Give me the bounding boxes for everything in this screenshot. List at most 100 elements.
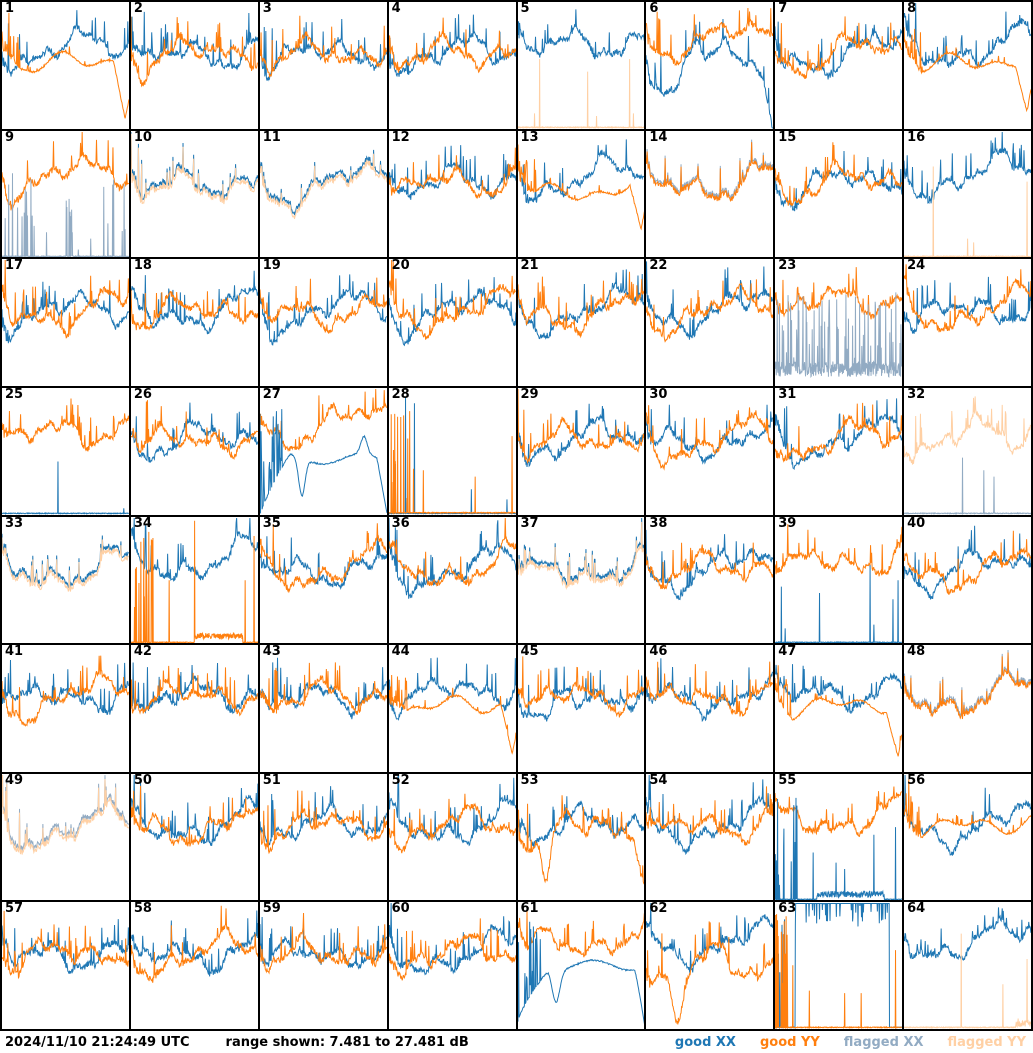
spectrum-panel-5[interactable]: 5 — [517, 2, 645, 129]
panel-number: 32 — [907, 387, 926, 402]
spectrum-panel-61[interactable]: 61 — [517, 902, 645, 1029]
spectrum-plot — [260, 902, 387, 1029]
panel-number: 16 — [907, 130, 926, 145]
good-xx-trace — [646, 19, 773, 128]
spectrum-panel-45[interactable]: 45 — [517, 645, 645, 772]
good-xx-trace — [904, 525, 1031, 599]
spectrum-plot — [904, 2, 1031, 129]
good-xx-trace — [131, 402, 258, 462]
panel-number: 49 — [5, 773, 24, 788]
spectrum-panel-8[interactable]: 8 — [904, 2, 1031, 129]
spectrum-panel-52[interactable]: 52 — [388, 773, 516, 901]
spectrum-plot — [775, 645, 902, 772]
spectrum-panel-47[interactable]: 47 — [775, 645, 903, 772]
spectrum-panel-7[interactable]: 7 — [775, 2, 903, 129]
spectrum-panel-26[interactable]: 26 — [130, 387, 258, 515]
panel-number: 55 — [778, 773, 797, 788]
spectrum-panel-56[interactable]: 56 — [904, 773, 1031, 901]
spectrum-panel-54[interactable]: 54 — [646, 773, 774, 901]
spectrum-panel-34[interactable]: 34 — [130, 516, 258, 644]
good-xx-trace — [518, 9, 645, 58]
spectrum-panel-32[interactable]: 32 — [904, 387, 1031, 515]
spectrum-plot — [260, 259, 387, 386]
spectrum-panel-64[interactable]: 64 — [904, 902, 1031, 1029]
spectrum-panel-35[interactable]: 35 — [259, 516, 387, 644]
spectrum-panel-12[interactable]: 12 — [388, 130, 516, 258]
panel-number: 24 — [907, 259, 926, 274]
spectra-panel-grid: 1 2 3 4 5 6 7 8 9 10 11 12 13 14 15 16 17 18 19 20 21 22 23 24 2… — [0, 0, 1033, 1031]
spectrum-panel-31[interactable]: 31 — [775, 387, 903, 515]
spectrum-panel-42[interactable]: 42 — [130, 645, 258, 772]
spectrum-panel-49[interactable]: 49 — [2, 773, 129, 901]
spectrum-panel-6[interactable]: 6 — [646, 2, 774, 129]
spectrum-panel-13[interactable]: 13 — [517, 130, 645, 258]
spectrum-panel-16[interactable]: 16 — [904, 130, 1031, 258]
spectrum-panel-28[interactable]: 28 — [388, 387, 516, 515]
panel-number: 30 — [649, 387, 668, 402]
flagged-xx-trace — [904, 650, 1031, 717]
good-xx-trace — [389, 903, 516, 974]
spectrum-panel-21[interactable]: 21 — [517, 259, 645, 386]
spectrum-panel-23[interactable]: 23 — [775, 259, 903, 386]
spectrum-panel-25[interactable]: 25 — [2, 387, 129, 515]
spectrum-panel-19[interactable]: 19 — [259, 259, 387, 386]
good-xx-trace — [775, 22, 902, 80]
spectrum-panel-55[interactable]: 55 — [775, 773, 903, 901]
spectrum-panel-1[interactable]: 1 — [2, 2, 129, 129]
spectrum-panel-30[interactable]: 30 — [646, 387, 774, 515]
spectrum-panel-11[interactable]: 11 — [259, 130, 387, 258]
good-yy-trace — [646, 280, 773, 342]
spectrum-panel-20[interactable]: 20 — [388, 259, 516, 386]
spectrum-panel-41[interactable]: 41 — [2, 645, 129, 772]
good-yy-trace — [389, 518, 516, 586]
spectrum-plot — [260, 2, 387, 129]
spectrum-panel-46[interactable]: 46 — [646, 645, 774, 772]
timestamp: 2024/11/10 21:24:49 UTC — [5, 1034, 190, 1050]
spectrum-panel-59[interactable]: 59 — [259, 902, 387, 1029]
spectrum-panel-33[interactable]: 33 — [2, 516, 129, 644]
legend: good XX good YY flagged XX flagged YY — [675, 1035, 1028, 1050]
spectrum-panel-62[interactable]: 62 — [646, 902, 774, 1029]
spectrum-panel-10[interactable]: 10 — [130, 130, 258, 258]
spectrum-panel-60[interactable]: 60 — [388, 902, 516, 1029]
spectrum-panel-22[interactable]: 22 — [646, 259, 774, 386]
spectrum-panel-3[interactable]: 3 — [259, 2, 387, 129]
spectrum-panel-48[interactable]: 48 — [904, 645, 1031, 772]
spectrum-panel-50[interactable]: 50 — [130, 773, 258, 901]
spectrum-panel-14[interactable]: 14 — [646, 130, 774, 258]
spectrum-panel-57[interactable]: 57 — [2, 902, 129, 1029]
spectrum-panel-9[interactable]: 9 — [2, 130, 129, 258]
spectrum-panel-51[interactable]: 51 — [259, 773, 387, 901]
spectrum-panel-58[interactable]: 58 — [130, 902, 258, 1029]
flagged-yy-trace — [904, 934, 1031, 1028]
spectrum-panel-37[interactable]: 37 — [517, 516, 645, 644]
spectrum-panel-24[interactable]: 24 — [904, 259, 1031, 386]
spectrum-panel-53[interactable]: 53 — [517, 773, 645, 901]
spectrum-panel-39[interactable]: 39 — [775, 516, 903, 644]
spectrum-panel-4[interactable]: 4 — [388, 2, 516, 129]
good-yy-trace — [775, 403, 902, 461]
good-yy-trace — [131, 520, 258, 642]
spectrum-panel-18[interactable]: 18 — [130, 259, 258, 386]
spectrum-panel-29[interactable]: 29 — [517, 387, 645, 515]
spectrum-panel-40[interactable]: 40 — [904, 516, 1031, 644]
spectrum-panel-63[interactable]: 63 — [775, 902, 903, 1029]
spectrum-panel-44[interactable]: 44 — [388, 645, 516, 772]
legend-good-xx: good XX — [674, 1034, 736, 1050]
panel-number: 38 — [649, 516, 668, 531]
spectrum-panel-17[interactable]: 17 — [2, 259, 129, 386]
good-yy-trace — [260, 278, 387, 333]
good-xx-trace — [518, 922, 645, 1027]
spectrum-panel-38[interactable]: 38 — [646, 516, 774, 644]
spectrum-plot — [775, 2, 902, 129]
spectrum-panel-2[interactable]: 2 — [130, 2, 258, 129]
panel-number: 15 — [778, 130, 797, 145]
spectrum-panel-43[interactable]: 43 — [259, 645, 387, 772]
good-yy-trace — [904, 265, 1031, 333]
panel-number: 25 — [5, 387, 24, 402]
panel-number: 58 — [133, 902, 152, 917]
spectrum-panel-27[interactable]: 27 — [259, 387, 387, 515]
panel-number: 48 — [907, 645, 926, 660]
spectrum-panel-15[interactable]: 15 — [775, 130, 903, 258]
spectrum-panel-36[interactable]: 36 — [388, 516, 516, 644]
